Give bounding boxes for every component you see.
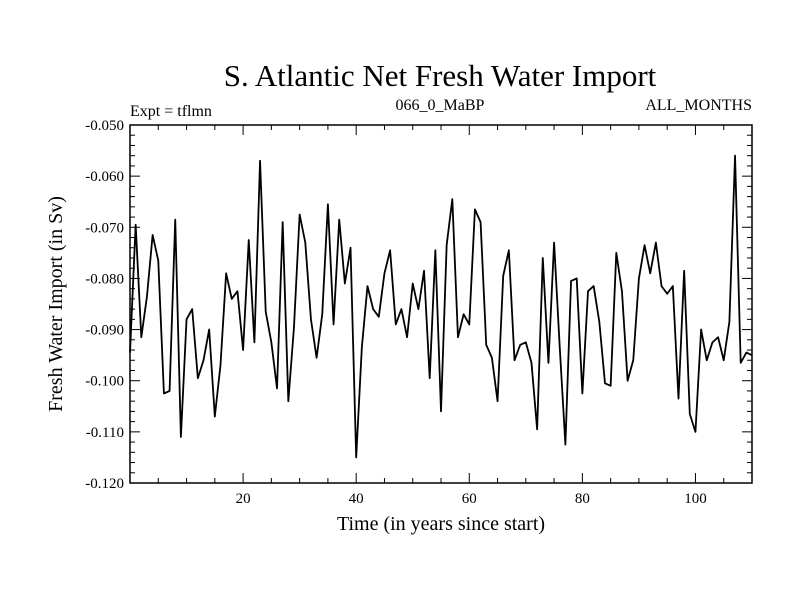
y-axis-label: Fresh Water Import (in Sv) — [45, 196, 67, 412]
y-tick-label: -0.090 — [85, 323, 124, 339]
y-tick-label: -0.110 — [86, 425, 124, 441]
run-label: 066_0_MaBP — [396, 97, 485, 114]
y-axis: -0.120 -0.110 -0.100 -0.090 -0.080 -0.070 -0.0… — [85, 118, 752, 492]
series-line — [129, 154, 753, 459]
chart-title: S. Atlantic Net Fresh Water Import — [224, 58, 657, 93]
y-tick-label: -0.050 — [85, 118, 124, 134]
data-points — [129, 155, 753, 459]
y-tick-label: -0.060 — [85, 169, 124, 185]
x-tick-label: 100 — [684, 491, 707, 507]
x-tick-label: 20 — [236, 491, 251, 507]
y-tick-label: -0.120 — [85, 476, 124, 492]
months-label: ALL_MONTHS — [645, 97, 752, 114]
y-tick-label: -0.100 — [85, 374, 124, 390]
x-axis-label: Time (in years since start) — [337, 513, 545, 535]
y-tick-label: -0.070 — [85, 220, 124, 236]
y-tick-label: -0.080 — [85, 271, 124, 287]
x-tick-label: 60 — [462, 491, 477, 507]
x-axis: 20 40 60 80 100 — [157, 125, 725, 507]
experiment-label: Expt = tflmn — [130, 103, 212, 120]
plot-frame — [129, 124, 753, 484]
x-tick-label: 80 — [575, 491, 590, 507]
x-tick-label: 40 — [349, 491, 364, 507]
